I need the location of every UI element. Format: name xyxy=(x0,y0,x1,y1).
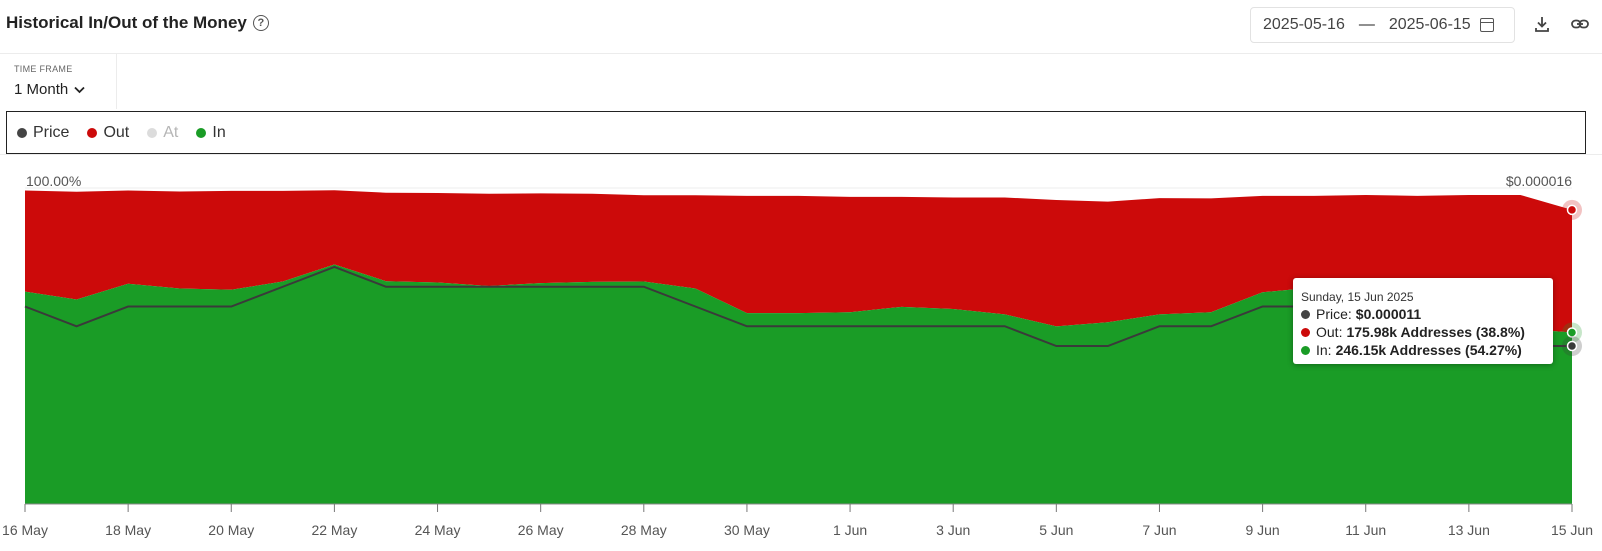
legend-label-in: In xyxy=(212,123,226,141)
tooltip-row-out: Out: 175.98k Addresses (38.8%) xyxy=(1301,324,1553,340)
legend-dot-price xyxy=(17,127,27,138)
x-tick-label: 20 May xyxy=(208,522,254,538)
x-tick-label: 13 Jun xyxy=(1448,522,1490,538)
hover-marker-price xyxy=(1566,340,1578,352)
x-tick-label: 28 May xyxy=(621,522,667,538)
legend-label-at: At xyxy=(163,123,179,141)
chevron-down-icon[interactable] xyxy=(74,86,85,94)
chart-legend: Price Out At In xyxy=(6,111,1586,154)
tooltip-out-label: Out: xyxy=(1316,324,1343,340)
tooltip-dot-out xyxy=(1301,327,1310,337)
hover-marker-out xyxy=(1566,204,1578,216)
x-tick-label: 30 May xyxy=(724,522,770,538)
x-tick-label: 15 Jun xyxy=(1551,522,1593,538)
timeframe-label: TIME FRAME xyxy=(14,64,73,74)
legend-item-at[interactable]: At xyxy=(147,124,178,142)
date-range-picker[interactable]: 2025-05-16 — 2025-06-15 xyxy=(1250,7,1515,43)
legend-label-out: Out xyxy=(103,123,130,141)
x-tick-label: 22 May xyxy=(311,522,357,538)
tooltip-in-value: 246.15k Addresses (54.27%) xyxy=(1335,342,1522,358)
y-right-top-label: $0.000016 xyxy=(1506,173,1572,189)
tooltip-row-in: In: 246.15k Addresses (54.27%) xyxy=(1301,342,1553,358)
link-icon[interactable] xyxy=(1570,14,1590,34)
series-area-in xyxy=(25,264,1572,504)
timeframe-value[interactable]: 1 Month xyxy=(14,81,69,98)
x-tick-label: 1 Jun xyxy=(833,522,867,538)
date-end[interactable]: 2025-06-15 xyxy=(1388,16,1471,33)
x-tick-label: 11 Jun xyxy=(1345,522,1386,538)
timeframe-divider xyxy=(116,53,117,109)
x-tick-label: 24 May xyxy=(415,522,461,538)
tooltip-in-label: In: xyxy=(1316,342,1332,358)
tooltip-out-value: 175.98k Addresses (38.8%) xyxy=(1346,324,1525,340)
series-area-out xyxy=(25,190,1572,333)
legend-dot-in xyxy=(196,127,207,138)
legend-item-in[interactable]: In xyxy=(196,123,226,142)
date-separator: — xyxy=(1358,16,1375,33)
download-icon[interactable] xyxy=(1532,14,1552,34)
hover-marker-in xyxy=(1566,327,1578,338)
x-tick-label: 16 May xyxy=(2,522,48,538)
tooltip-dot-in xyxy=(1301,345,1310,355)
x-tick-label: 26 May xyxy=(518,522,564,538)
legend-dot-out xyxy=(87,127,98,138)
legend-item-price[interactable]: Price xyxy=(17,124,69,142)
y-left-top-label: 100.00% xyxy=(26,173,81,189)
help-icon[interactable]: ? xyxy=(252,15,269,31)
tooltip-date: Sunday, 15 Jun 2025 xyxy=(1301,290,1414,304)
legend-dot-at xyxy=(147,127,158,138)
x-tick-label: 9 Jun xyxy=(1245,522,1279,538)
timeframe-select[interactable]: 1 Month xyxy=(14,81,85,98)
calendar-icon[interactable] xyxy=(1479,18,1494,32)
tooltip-dot-price xyxy=(1301,309,1310,319)
x-tick-label: 18 May xyxy=(105,522,151,538)
tooltip-row-price: Price: $0.000011 xyxy=(1301,306,1553,322)
chart-title: Historical In/Out of the Money xyxy=(6,13,247,32)
legend-label-price: Price xyxy=(33,123,70,141)
page-title: Historical In/Out of the Money ? xyxy=(6,13,269,33)
chart-tooltip: Sunday, 15 Jun 2025 Price: $0.000011 Out… xyxy=(1293,278,1553,364)
tooltip-price-value: $0.000011 xyxy=(1355,306,1422,322)
x-tick-label: 5 Jun xyxy=(1039,522,1073,538)
date-start[interactable]: 2025-05-16 xyxy=(1263,16,1345,33)
legend-item-out[interactable]: Out xyxy=(87,124,129,142)
legend-divider xyxy=(0,154,1602,155)
header-divider xyxy=(0,53,1602,54)
tooltip-price-label: Price: xyxy=(1316,306,1352,322)
x-tick-label: 3 Jun xyxy=(936,522,970,538)
x-tick-label: 7 Jun xyxy=(1142,522,1176,538)
